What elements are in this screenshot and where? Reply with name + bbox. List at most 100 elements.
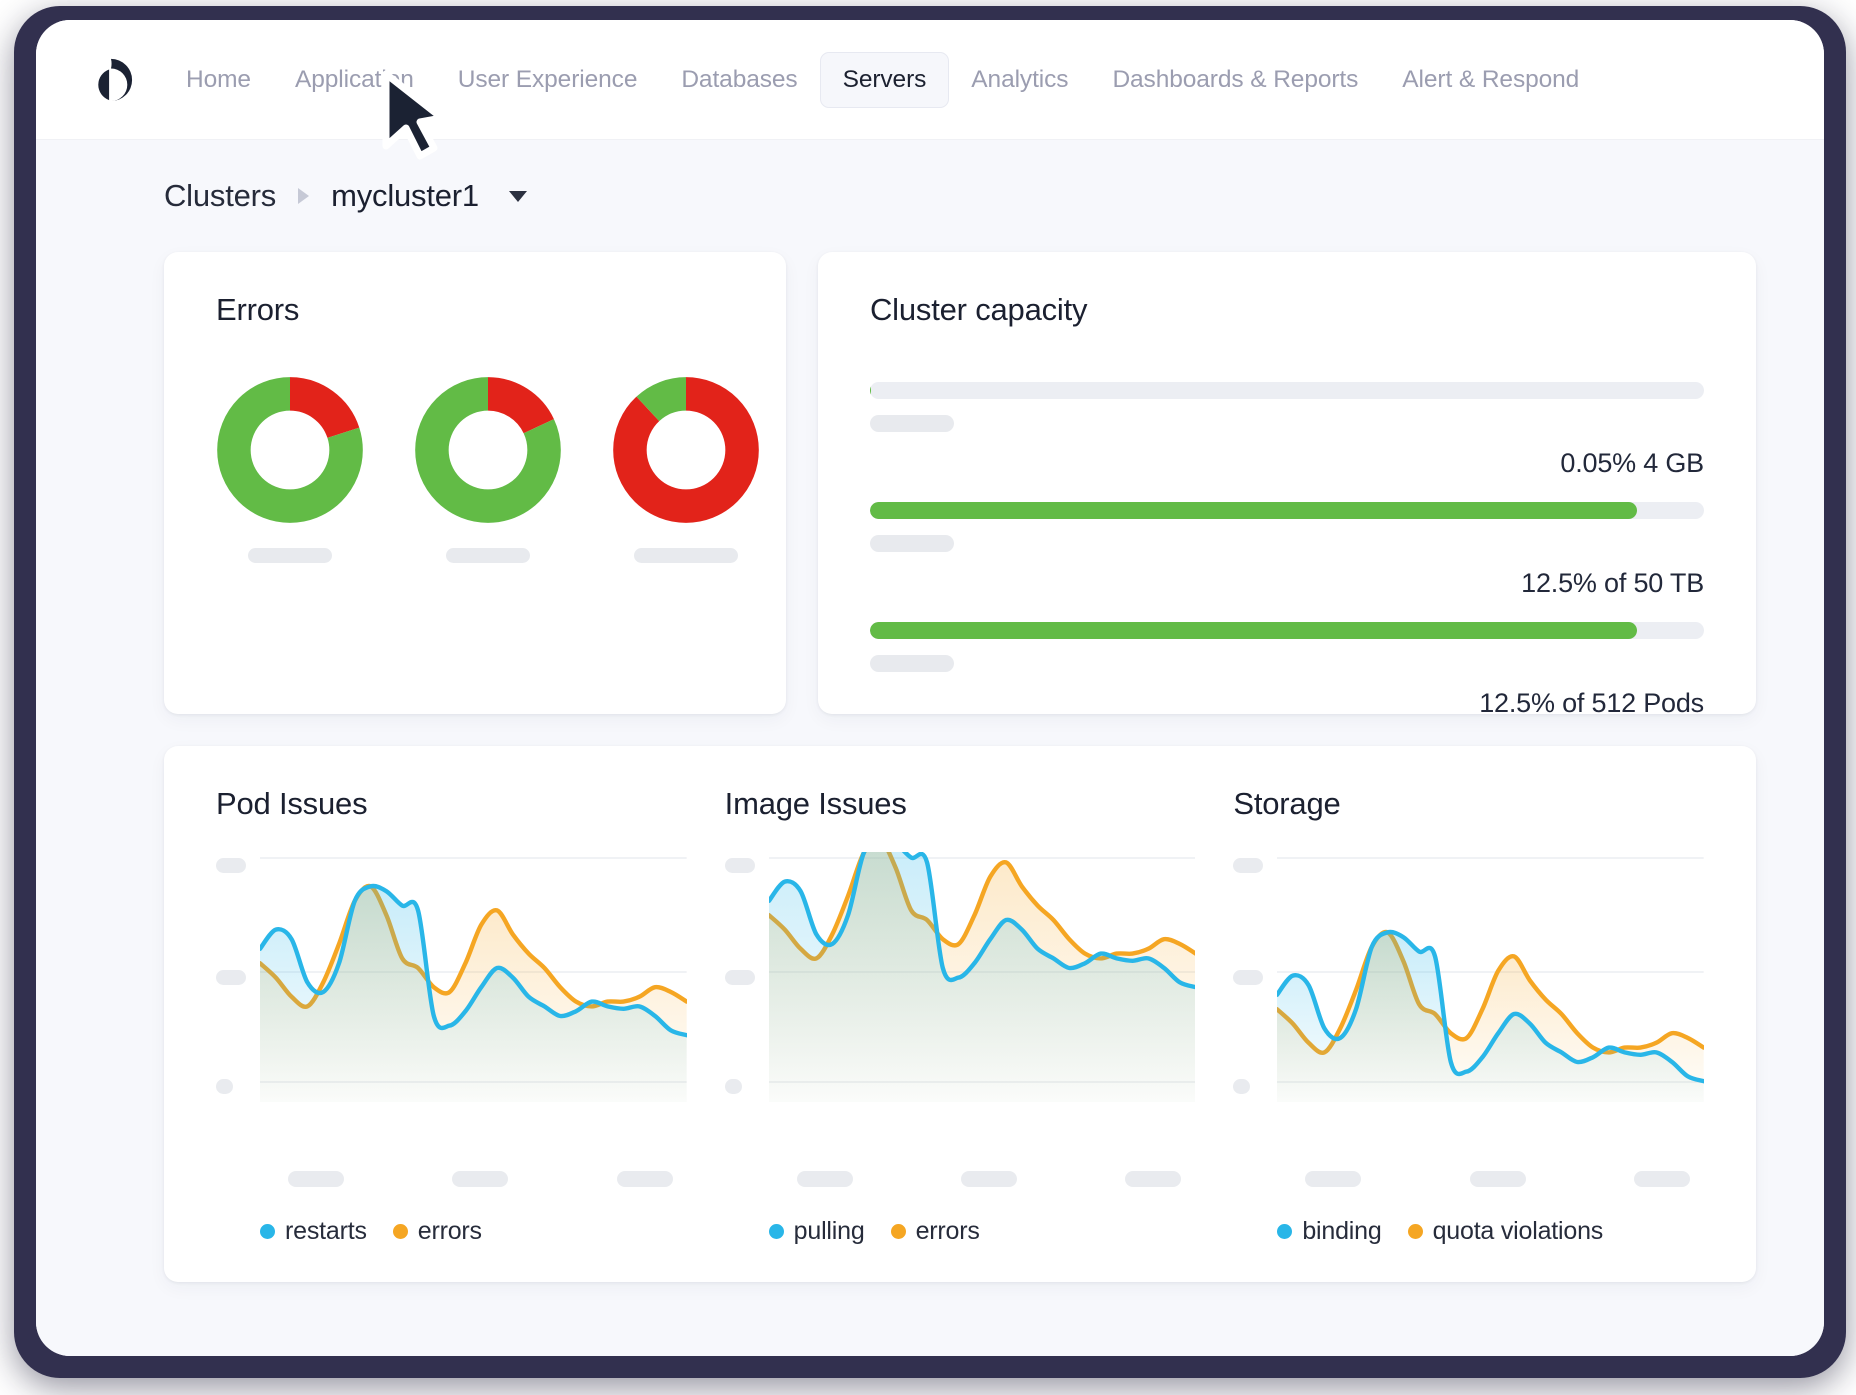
legend-color-dot: [1277, 1224, 1293, 1239]
plot-area-2: [1277, 852, 1705, 1157]
donut-slice-error: [613, 377, 759, 523]
legend-label: restarts: [285, 1217, 367, 1245]
legend-item-quota-violations[interactable]: quota violations: [1407, 1217, 1604, 1246]
app-window: Home Application User Experience Databases S…: [36, 20, 1824, 1356]
donut-chart-3[interactable]: [612, 376, 760, 524]
chart-body-2: [1233, 852, 1705, 1157]
donut-chart-2[interactable]: [414, 376, 562, 524]
nav-item-application[interactable]: Application: [294, 65, 414, 93]
area-chart-1[interactable]: [768, 852, 1196, 1102]
series-line-quota-violations: [1277, 932, 1704, 1053]
breadcrumb: Clusters mycluster1: [96, 140, 1764, 252]
x-axis-stub-2: [1634, 1171, 1690, 1187]
breadcrumb-clusters-link[interactable]: Clusters: [164, 178, 277, 213]
device-frame: Home Application User Experience Databases S…: [14, 6, 1846, 1378]
y-axis-stub-2: [1233, 1079, 1251, 1094]
area-fill-pulling: [768, 852, 1196, 1102]
x-axis-label-placeholders-1: [725, 1171, 1196, 1187]
appdynamics-logo-icon[interactable]: [88, 57, 134, 103]
legend-item-pulling[interactable]: pulling: [768, 1217, 865, 1246]
cluster-capacity-title: Cluster capacity: [870, 292, 1088, 327]
chart-column-pod-issues: Pod Issues restarts errors: [216, 786, 687, 1246]
y-axis-label-placeholders-2: [1233, 852, 1277, 1157]
page-content: Clusters mycluster1 Errors Cluster capac…: [36, 140, 1824, 1356]
capacity-track-memory: [870, 382, 1704, 399]
errors-card: Errors: [164, 252, 786, 714]
capacity-row-memory: 0.05% 4 GB: [870, 382, 1704, 493]
chart-title-0: Pod Issues: [216, 786, 368, 821]
top-card-row: Errors Cluster capacity 0.05% 4 GB 12.5% …: [96, 252, 1764, 718]
top-navigation-bar: Home Application User Experience Databases S…: [36, 20, 1824, 160]
donut-label-placeholder-2: [446, 548, 530, 563]
donut-label-placeholder-3: [634, 548, 738, 563]
series-line-errors: [260, 886, 687, 1007]
chart-title-2: Storage: [1233, 786, 1341, 821]
legend-item-errors[interactable]: errors: [890, 1217, 980, 1246]
chevron-down-icon[interactable]: [508, 190, 527, 202]
errors-donut-cell-2: [414, 376, 562, 563]
x-axis-stub-2: [1125, 1171, 1182, 1187]
donut-chart-1[interactable]: [216, 376, 364, 524]
x-axis-stub-1: [1469, 1171, 1526, 1187]
chart-column-image-issues: Image Issues pulling errors: [724, 786, 1196, 1246]
chart-column-storage: Storage binding quota violations: [1233, 786, 1705, 1246]
x-axis-stub-1: [452, 1171, 509, 1187]
errors-donut-row: [216, 376, 759, 563]
x-axis-label-placeholders-0: [216, 1171, 687, 1187]
capacity-fill-pods: [870, 622, 1638, 639]
breadcrumb-current-cluster: mycluster1: [331, 178, 479, 213]
x-axis-stub-0: [1305, 1171, 1362, 1187]
legend-color-dot: [392, 1224, 408, 1239]
y-axis-stub-0: [724, 858, 755, 873]
nav-item-alert-respond[interactable]: Alert & Respond: [1402, 65, 1580, 93]
chart-legend-2: binding quota violations: [1233, 1217, 1704, 1246]
area-fill-binding: [1277, 932, 1705, 1102]
legend-label: binding: [1302, 1217, 1382, 1245]
series-line-pulling: [769, 852, 1196, 987]
nav-item-home[interactable]: Home: [186, 65, 251, 93]
chart-title-1: Image Issues: [724, 786, 907, 821]
errors-donut-cell-1: [216, 376, 364, 563]
nav-item-analytics[interactable]: Analytics: [971, 65, 1069, 93]
y-axis-stub-1: [724, 970, 755, 985]
area-chart-0[interactable]: [260, 852, 687, 1102]
capacity-label-placeholder-pods: [870, 655, 954, 672]
errors-donut-cell-3: [612, 376, 760, 563]
chart-body-1: [724, 852, 1196, 1157]
chart-legend-1: pulling errors: [725, 1217, 1196, 1246]
chart-body-0: [216, 852, 687, 1157]
errors-card-title: Errors: [216, 292, 300, 327]
area-chart-2[interactable]: [1277, 852, 1705, 1102]
plot-area-0: [260, 852, 687, 1157]
y-axis-stub-0: [1233, 858, 1264, 873]
capacity-fill-storage: [870, 502, 1638, 519]
nav-items: Home Application User Experience Databases S…: [164, 51, 1601, 108]
capacity-bar-list: 0.05% 4 GB 12.5% of 50 TB 12.5% of 512 Pod…: [870, 382, 1704, 733]
legend-item-errors[interactable]: errors: [392, 1217, 482, 1246]
x-axis-label-placeholders-2: [1233, 1171, 1704, 1187]
nav-item-user-experience[interactable]: User Experience: [457, 65, 638, 93]
capacity-row-storage: 12.5% of 50 TB: [870, 502, 1704, 613]
chart-legend-0: restarts errors: [216, 1217, 687, 1246]
y-axis-stub-1: [1233, 970, 1264, 985]
donut-slice-healthy: [415, 377, 561, 523]
capacity-value-memory: 0.05% 4 GB: [1560, 448, 1704, 478]
area-fill-restarts: [260, 886, 687, 1102]
legend-item-restarts[interactable]: restarts: [260, 1217, 367, 1246]
legend-color-dot: [1407, 1224, 1423, 1239]
legend-item-binding[interactable]: binding: [1277, 1217, 1382, 1246]
capacity-value-pods: 12.5% of 512 Pods: [1479, 688, 1704, 718]
legend-color-dot: [768, 1224, 784, 1239]
y-axis-stub-1: [216, 970, 246, 985]
x-axis-stub-2: [616, 1171, 673, 1187]
legend-color-dot: [890, 1224, 906, 1239]
legend-label: quota violations: [1432, 1217, 1604, 1245]
capacity-value-storage: 12.5% of 50 TB: [1521, 568, 1704, 598]
nav-item-dashboards-reports[interactable]: Dashboards & Reports: [1112, 65, 1359, 93]
nav-item-databases[interactable]: Databases: [681, 65, 798, 93]
nav-item-servers[interactable]: Servers: [819, 51, 950, 108]
series-line-restarts: [260, 886, 687, 1035]
capacity-label-placeholder-storage: [870, 535, 954, 552]
chevron-right-icon: [298, 188, 310, 204]
issues-charts-card: Pod Issues restarts errors Image Issues pull…: [164, 746, 1756, 1282]
